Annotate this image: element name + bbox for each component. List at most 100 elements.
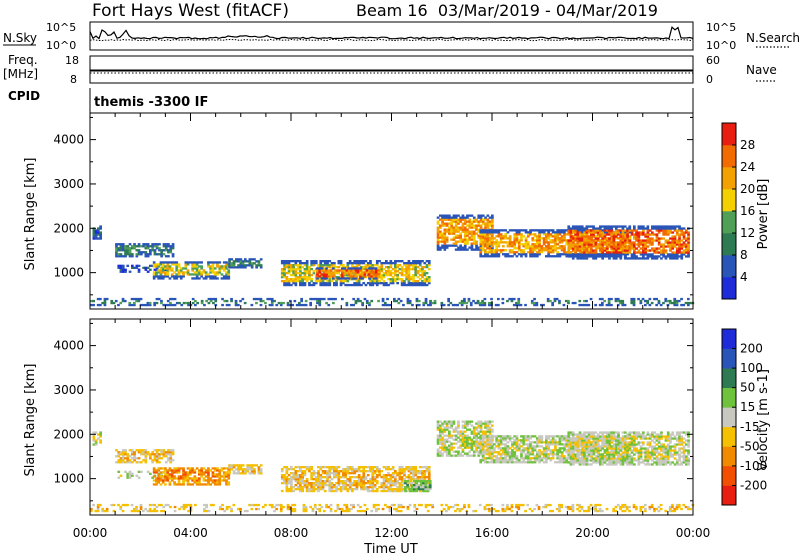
echo-cell xyxy=(687,243,690,246)
echo-cell xyxy=(405,278,408,281)
echo-cell xyxy=(626,241,629,244)
echo-cell xyxy=(344,280,347,283)
echo-cell xyxy=(117,476,121,479)
echo-cell xyxy=(371,488,375,491)
echo-cell xyxy=(380,482,384,485)
echo-cell xyxy=(463,424,467,427)
echo-cell xyxy=(481,422,485,425)
echo-cell xyxy=(488,241,492,244)
echo-cell xyxy=(133,453,136,456)
echo-cell xyxy=(369,486,372,489)
echo-cell xyxy=(538,239,541,242)
echo-cell xyxy=(146,470,150,473)
echo-cell xyxy=(387,278,390,281)
echo-cell xyxy=(121,245,125,248)
echo-cell xyxy=(290,280,293,283)
echo-cell xyxy=(468,428,472,431)
echo-cell xyxy=(538,461,541,464)
echo-cell xyxy=(603,239,607,242)
echo-cell xyxy=(560,241,564,244)
echo-cell xyxy=(660,243,663,246)
echo-cell xyxy=(522,243,526,246)
echo-cell xyxy=(567,241,571,244)
echo-cell xyxy=(479,237,483,240)
echo-cell xyxy=(312,482,316,485)
echo-cell xyxy=(341,275,344,278)
echo-cell xyxy=(445,450,449,453)
echo-cell xyxy=(333,262,336,265)
echo-cell xyxy=(171,451,175,454)
echo-cell xyxy=(99,225,102,228)
echo-cell xyxy=(476,299,480,303)
echo-cell xyxy=(454,242,458,245)
echo-cell xyxy=(310,278,313,281)
echo-cell xyxy=(599,255,602,258)
echo-cell xyxy=(639,233,643,236)
echo-cell xyxy=(578,235,582,238)
echo-cell xyxy=(414,283,418,287)
echo-cell xyxy=(682,251,686,254)
echo-cell xyxy=(216,473,219,476)
colorbar-segment xyxy=(722,277,736,300)
echo-cell xyxy=(501,297,505,301)
echo-cell xyxy=(400,478,404,481)
echo-cell xyxy=(159,471,163,474)
echo-cell xyxy=(228,258,231,261)
echo-cell xyxy=(484,229,487,232)
echo-cell xyxy=(490,231,494,234)
echo-cell xyxy=(167,245,170,248)
echo-cell xyxy=(486,426,490,429)
echo-cell xyxy=(466,224,469,227)
echo-cell xyxy=(511,455,514,458)
echo-cell xyxy=(204,277,208,280)
echo-cell xyxy=(338,269,342,272)
echo-cell xyxy=(675,231,679,234)
echo-cell xyxy=(299,482,302,485)
echo-cell xyxy=(380,262,384,265)
echo-cell xyxy=(360,480,363,483)
echo-cell xyxy=(414,272,418,275)
echo-cell xyxy=(511,229,514,232)
echo-cell xyxy=(671,253,675,256)
echo-cell xyxy=(486,220,490,223)
echo-cell xyxy=(574,253,577,256)
echo-cell xyxy=(443,242,447,245)
echo-cell xyxy=(220,273,224,276)
echo-cell xyxy=(481,441,485,444)
echo-cell xyxy=(605,239,609,242)
echo-cell xyxy=(287,468,291,471)
echo-cell xyxy=(596,237,600,240)
echo-cell xyxy=(351,466,354,469)
echo-cell xyxy=(237,470,240,473)
echo-cell xyxy=(448,430,451,433)
echo-cell xyxy=(488,457,492,460)
echo-cell xyxy=(522,441,526,444)
echo-cell xyxy=(479,247,483,250)
echo-cell xyxy=(522,251,526,254)
echo-cell xyxy=(569,235,573,238)
echo-cell xyxy=(299,264,302,267)
echo-cell xyxy=(610,249,614,252)
echo-cell xyxy=(161,467,165,470)
echo-cell xyxy=(608,255,611,258)
echo-cell xyxy=(128,253,132,256)
echo-cell xyxy=(460,299,464,303)
echo-cell xyxy=(457,236,460,239)
echo-cell xyxy=(124,245,127,248)
echo-cell xyxy=(375,282,379,285)
echo-cell xyxy=(484,224,487,227)
echo-cell xyxy=(608,225,611,228)
echo-cell xyxy=(678,229,681,232)
echo-cell xyxy=(599,253,602,256)
echo-cell xyxy=(144,268,148,271)
echo-cell xyxy=(499,449,503,452)
echo-cell xyxy=(228,464,231,467)
echo-cell xyxy=(171,243,175,246)
echo-cell xyxy=(619,239,623,242)
echo-cell xyxy=(553,299,557,303)
echo-cell xyxy=(610,255,614,258)
echo-cell xyxy=(342,470,345,473)
echo-cell xyxy=(605,243,609,246)
echo-cell xyxy=(610,243,613,246)
echo-cell xyxy=(213,273,217,276)
